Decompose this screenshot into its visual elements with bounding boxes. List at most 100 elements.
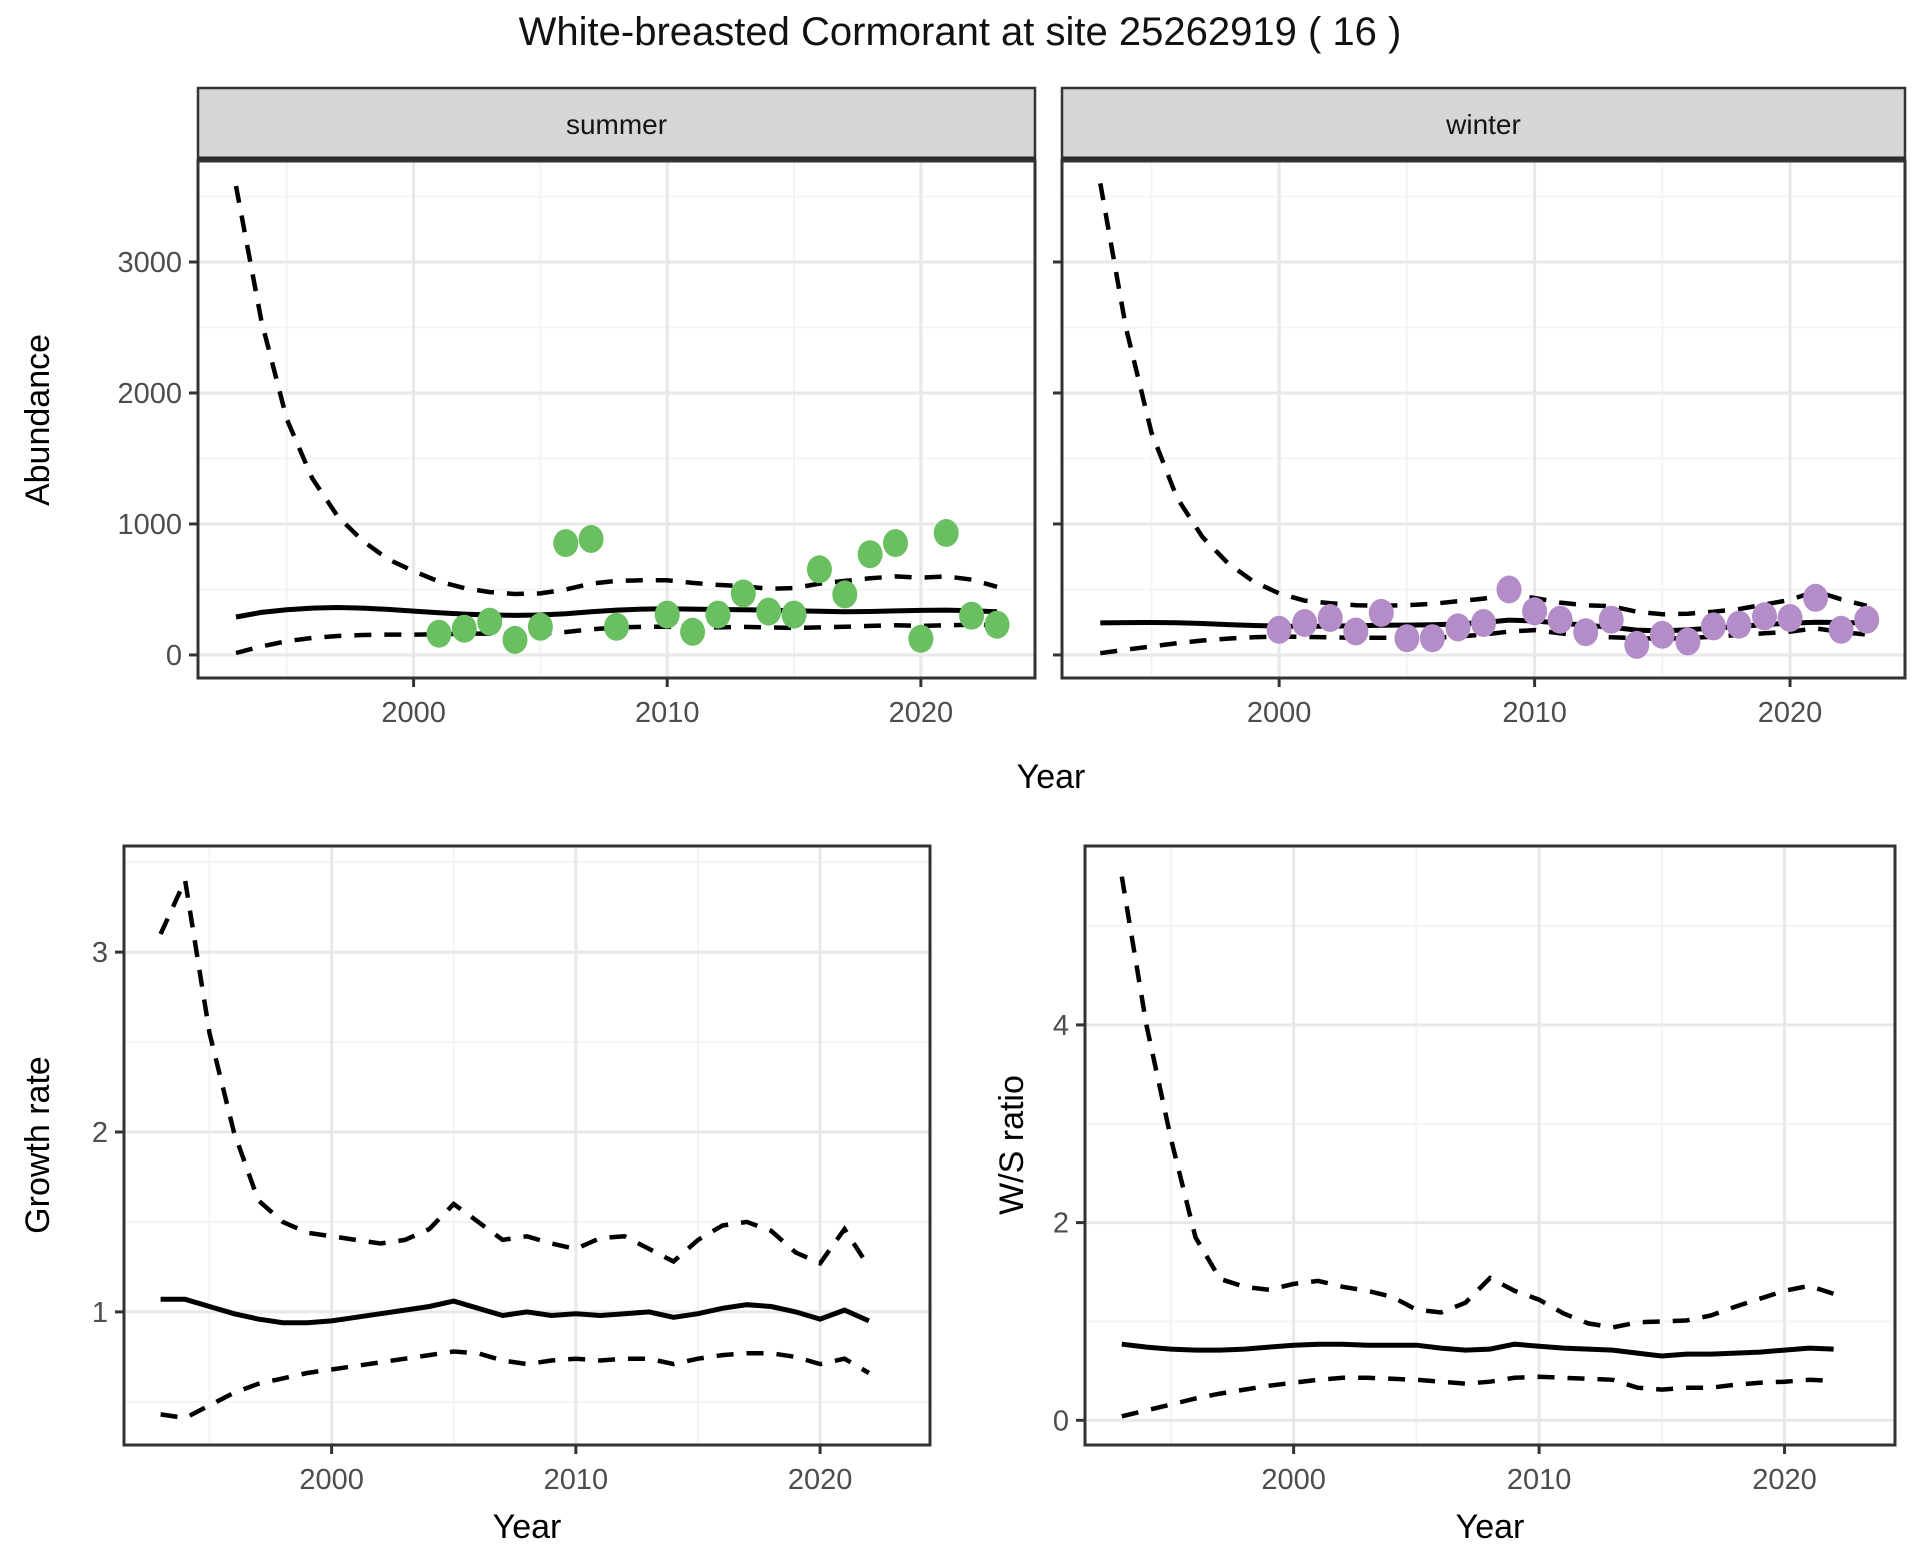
- data-point: [883, 529, 908, 558]
- data-point: [832, 580, 858, 609]
- data-point: [654, 600, 680, 629]
- data-point: [1700, 612, 1726, 641]
- x-tick-label: 2020: [788, 1464, 853, 1496]
- data-point: [680, 617, 706, 646]
- data-point: [1343, 617, 1369, 646]
- data-point: [1496, 575, 1522, 604]
- y-tick-label: 0: [166, 640, 182, 672]
- data-point: [806, 555, 832, 584]
- panel-border: [122, 844, 932, 1447]
- data-point: [1726, 610, 1752, 639]
- observed-abundance-summer-points: [426, 519, 1010, 654]
- y-tick-label: 1000: [117, 509, 182, 541]
- data-point: [578, 525, 604, 553]
- data-point: [705, 600, 731, 629]
- growth-rate-median-line: [160, 1296, 870, 1326]
- data-point: [1317, 604, 1343, 632]
- y-tick-label: 3: [92, 937, 108, 969]
- y-tick-label: 1: [92, 1297, 108, 1329]
- data-point: [959, 601, 985, 630]
- panel-border: [1060, 159, 1907, 680]
- y-tick-label: 2: [1053, 1208, 1069, 1240]
- x-tick-label: 2020: [1752, 1464, 1817, 1496]
- data-point: [1292, 609, 1318, 637]
- y-tick-label: 3000: [117, 247, 182, 279]
- data-point: [1419, 624, 1445, 653]
- data-point: [756, 597, 782, 626]
- growth-rate-lower-ci-line: [160, 1349, 871, 1421]
- data-point: [1649, 620, 1675, 649]
- data-point: [984, 610, 1010, 639]
- data-point: [1854, 605, 1880, 634]
- data-point: [1394, 624, 1420, 653]
- ws-ratio-axis-title: W/S ratio: [993, 1075, 1031, 1215]
- data-point: [1828, 615, 1854, 644]
- abundance-summer-upper-ci-line: [233, 185, 998, 597]
- data-point: [1624, 630, 1650, 659]
- y-tick-label: 2000: [117, 378, 182, 410]
- page-title: White-breasted Cormorant at site 2526291…: [518, 10, 1402, 54]
- y-tick-label: 2: [92, 1117, 108, 1149]
- panel-background: [1062, 161, 1905, 678]
- top-x-axis-title: Year: [1016, 758, 1086, 796]
- bottom-left-x-axis-title: Year: [492, 1508, 562, 1546]
- data-point: [1522, 597, 1548, 626]
- panel-background: [1085, 846, 1895, 1445]
- data-point: [908, 624, 934, 653]
- data-point: [1752, 602, 1777, 631]
- data-point: [1547, 605, 1573, 634]
- data-point: [502, 625, 528, 654]
- x-tick-label: 2010: [1502, 697, 1567, 729]
- data-point: [426, 619, 452, 648]
- panel-background: [124, 846, 930, 1445]
- data-point: [1598, 605, 1624, 634]
- abundance-axis-title: Abundance: [19, 333, 57, 507]
- data-point: [477, 607, 503, 636]
- data-point: [527, 612, 553, 641]
- growth-rate-upper-ci-line: [158, 872, 871, 1269]
- y-tick-label: 4: [1053, 1010, 1069, 1042]
- abundance-summer-lower-ci-line: [235, 622, 998, 656]
- x-tick-label: 2020: [1758, 697, 1823, 729]
- data-point: [1445, 613, 1471, 642]
- data-point: [1573, 618, 1599, 647]
- data-point: [1368, 598, 1394, 627]
- y-tick-label: 0: [1053, 1405, 1069, 1437]
- data-point: [1777, 604, 1803, 632]
- ws-ratio-lower-ci-line: [1121, 1374, 1834, 1419]
- ws-ratio-upper-ci-line: [1119, 876, 1835, 1330]
- data-point: [781, 600, 807, 629]
- data-point: [553, 529, 579, 558]
- panel-background: [198, 161, 1035, 678]
- panel-border: [196, 159, 1037, 680]
- observed-abundance-winter-points: [1266, 575, 1880, 659]
- bottom-right-x-axis-title: Year: [1455, 1508, 1525, 1546]
- panel-border: [1083, 844, 1897, 1447]
- x-tick-label: 2000: [299, 1464, 364, 1496]
- panel-abundance-winter: 2000 2010 2020: [1053, 86, 1907, 729]
- panel-growth-rate: 2000 2010 2020 1 2 3: [92, 844, 932, 1496]
- facet-strip: [196, 86, 1037, 163]
- facet-strip-winter-label: winter: [1446, 109, 1521, 140]
- panel-abundance-summer: 2000 2010 2020 0 1000 2000 3000: [117, 86, 1037, 729]
- data-point: [857, 540, 883, 569]
- data-point: [1675, 627, 1701, 656]
- x-tick-label: 2000: [381, 697, 446, 729]
- data-point: [730, 579, 756, 608]
- ws-ratio-median-line: [1121, 1341, 1834, 1359]
- panel-ws-ratio: 2000 2010 2020 0 2 4: [1053, 844, 1897, 1496]
- x-tick-label: 2020: [889, 697, 954, 729]
- data-point: [1803, 583, 1829, 612]
- x-tick-label: 2010: [544, 1464, 609, 1496]
- data-point: [1266, 615, 1292, 644]
- facet-strip-summer-label: summer: [565, 109, 668, 140]
- data-point: [1471, 609, 1496, 637]
- abundance-winter-upper-ci-line: [1098, 183, 1868, 617]
- x-tick-label: 2010: [635, 697, 700, 729]
- data-point: [933, 519, 959, 547]
- growth-rate-axis-title: Growth rate: [19, 1056, 57, 1234]
- x-tick-label: 2000: [1261, 1464, 1326, 1496]
- data-point: [451, 614, 477, 643]
